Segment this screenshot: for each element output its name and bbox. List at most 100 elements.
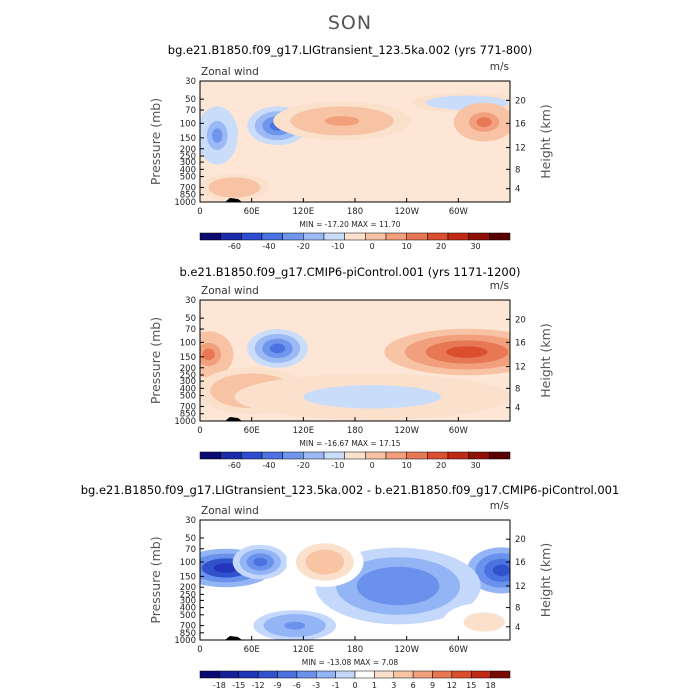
panel-1-colorbar-swatch — [282, 232, 304, 241]
panel-3-colorbar-label: -1 — [332, 681, 340, 690]
panel-1-colorbar-label: -40 — [262, 242, 275, 251]
panel-1-ytick-label: 400 — [180, 165, 196, 175]
panel-3-contour-0-1 — [213, 563, 238, 573]
panel-2-colorbar-swatch — [385, 451, 407, 460]
panel-2-colorbar-label: -20 — [297, 461, 310, 470]
panel-2-colorbar-swatch — [447, 451, 469, 460]
panel-3-colorbar-label: -12 — [252, 681, 265, 690]
panel-3-ytick-right-label: 20 — [515, 535, 526, 545]
panel-3-colorbar-label: 3 — [391, 681, 396, 690]
panel-3-stats: MIN = -13.08 MAX = 7.08 — [302, 658, 399, 667]
panel-1-colorbar-label: 10 — [402, 242, 412, 251]
panel-3-contour-6-1 — [284, 621, 306, 630]
panel-3-xtick-label: 120E — [293, 645, 315, 655]
panel-1-colorbar-swatch — [220, 232, 242, 241]
panel-1-colorbar-label: -60 — [228, 242, 241, 251]
panel-2-xtick-label: 180 — [347, 426, 363, 436]
panel-3-ytick-label: 400 — [180, 604, 196, 614]
panel-1-ytick-label: 250 — [180, 152, 196, 162]
panel-2-xtick-label: 120E — [293, 426, 315, 436]
panel-2-contour-4-1 — [337, 390, 407, 403]
panel-3-colorbar-swatch — [335, 670, 356, 679]
panel-3-colorbar-swatch — [412, 670, 433, 679]
panel-1-ytick-label: 500 — [180, 173, 196, 183]
panel-3-colorbar-swatch — [219, 670, 239, 679]
panel-1-ylabel-right: Height (km) — [538, 104, 553, 178]
panel-2-stats: MIN = -16.67 MAX = 17.15 — [299, 439, 400, 448]
panel-2-contour-0-1 — [446, 346, 488, 358]
panel-2-colorbar-swatch — [468, 451, 490, 460]
panel-2-colorbar-label: 10 — [402, 461, 412, 470]
panel-3-ytick-label: 700 — [180, 622, 196, 632]
panel-2-colorbar-label: -60 — [228, 461, 241, 470]
panel-3-colorbar-label: -9 — [274, 681, 282, 690]
panel-1-title: bg.e21.B1850.f09_g17.LIGtransient_123.5k… — [167, 43, 533, 57]
panel-3-xtick-label: 60W — [449, 645, 469, 655]
panel-1-xtick-label: 60W — [449, 207, 469, 217]
panel-2-colorbar-label: 0 — [370, 461, 375, 470]
panel-3-ylabel: Pressure (mb) — [148, 536, 163, 623]
panel-1-units: m/s — [490, 61, 509, 73]
panel-3-colorbar-label: -6 — [293, 681, 301, 690]
panel-1-xtick-label: 60E — [244, 207, 260, 217]
panel-3-ytick-label: 850 — [180, 629, 196, 639]
panel-1-colorbar-label: 20 — [436, 242, 446, 251]
panel-3-colorbar-label: 9 — [430, 681, 435, 690]
panel-3-colorbar-swatch — [277, 670, 298, 679]
panel-2-variable-label: Zonal wind — [201, 285, 259, 297]
panel-2-ytick-label: 150 — [180, 353, 196, 363]
panel-1-ytick-label: 700 — [180, 183, 196, 193]
panel-2-ytick-label: 400 — [180, 384, 196, 394]
panel-1-colorbar-label: 0 — [370, 242, 375, 251]
panel-1-ytick-label: 300 — [180, 158, 196, 168]
panel-1-colorbar-swatch — [323, 232, 345, 241]
panel-1-colorbar-swatch — [261, 232, 283, 241]
panel-1-colorbar-swatch — [447, 232, 469, 241]
panel-3-colorbar-swatch — [374, 670, 394, 679]
panel-2-colorbar-swatch — [323, 451, 345, 460]
page-title: SON — [327, 12, 373, 34]
panel-2-ytick-label: 250 — [180, 371, 196, 381]
panel-2-colorbar-swatch — [427, 451, 449, 460]
panel-1-contour-5-1 — [225, 184, 244, 191]
panel-2-ytick-label: 30 — [185, 296, 196, 306]
panel-1-ytick-label: 850 — [180, 191, 196, 201]
panel-3-ylabel-right: Height (km) — [538, 543, 553, 617]
panel-3-contour-3-1 — [377, 576, 419, 596]
panel-2-ytick-label: 300 — [180, 377, 196, 387]
panel-3-colorbar-swatch — [451, 670, 472, 679]
panel-3-colorbar-label: -18 — [213, 681, 226, 690]
panel-3-colorbar-label: 1 — [372, 681, 377, 690]
panel-2-title: b.e21.B1850.f09_g17.CMIP6-piControl.001 … — [179, 265, 521, 279]
panel-3-colorbar-label: -3 — [312, 681, 320, 690]
panel-3-colorbar-label: 18 — [486, 681, 496, 690]
panel-2-colorbar-swatch — [406, 451, 428, 460]
panel-2-xtick-label: 60W — [449, 426, 469, 436]
panel-3-ytick-label: 500 — [180, 611, 196, 621]
panel-2-ytick-right-label: 20 — [515, 315, 526, 325]
panel-1-field — [200, 93, 510, 202]
panel-3-contour-4-1 — [315, 555, 335, 569]
panel-2-colorbar-swatch — [489, 451, 511, 460]
panel-2-colorbar-swatch — [303, 451, 325, 460]
panel-3-colorbar-label: 0 — [352, 681, 357, 690]
panel-1-stats: MIN = -17.20 MAX = 11.70 — [299, 220, 400, 229]
panel-2-ylabel: Pressure (mb) — [148, 317, 163, 404]
panel-3-colorbar-swatch — [471, 670, 491, 679]
panel-2-ytick-label: 1000 — [174, 417, 196, 427]
panel-3-ytick-right-label: 16 — [515, 558, 526, 568]
panel-2-colorbar-swatch — [344, 451, 366, 460]
panel-3-ytick-label: 300 — [180, 596, 196, 606]
panel-1-ylabel: Pressure (mb) — [148, 98, 163, 185]
panel-2-contour-2-1 — [269, 343, 286, 354]
panel-2-ytick-label: 500 — [180, 392, 196, 402]
panel-1-ytick-right-label: 20 — [515, 96, 526, 106]
panel-3-colorbar-swatch — [296, 670, 317, 679]
panel-1-colorbar-swatch — [303, 232, 325, 241]
panel-2-ytick-label: 70 — [185, 325, 196, 335]
panel-1-contour-4-1 — [476, 117, 492, 127]
panel-3-contour-5-1 — [473, 617, 495, 627]
panel-2-colorbar-label: 20 — [436, 461, 446, 470]
panel-2-ytick-right-label: 4 — [515, 404, 520, 414]
